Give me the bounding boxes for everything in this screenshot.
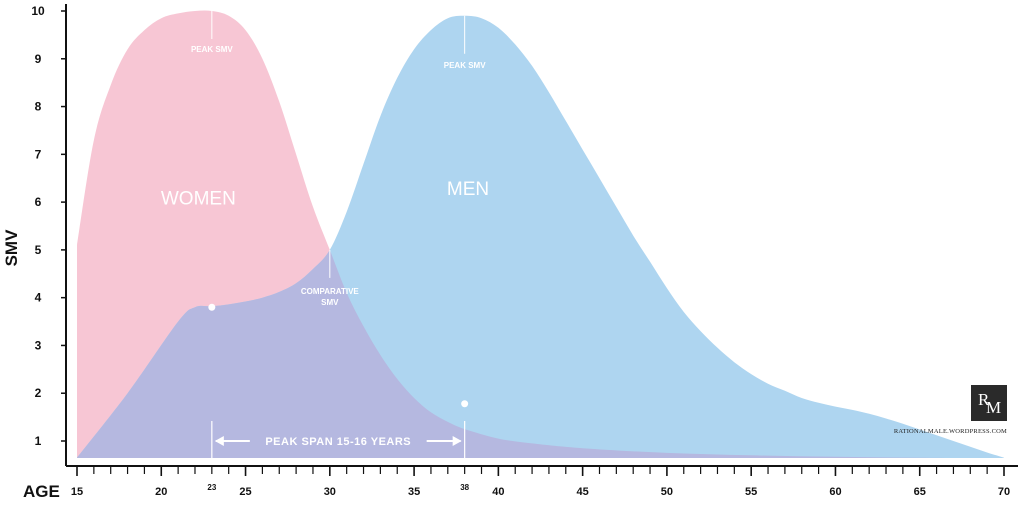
x-tick-label: 50 [661,486,673,498]
y-tick-label: 4 [35,291,42,305]
logo-monogram-r: R [978,390,990,409]
chart-labels: SMV AGE WOMEN MEN PEAK SMV PEAK SMV COMP… [2,45,489,501]
peak-span-label: PEAK SPAN 15-16 YEARS [265,436,411,448]
comparative-smv-label-line1: COMPARATIVE [301,287,360,296]
y-tick-label: 7 [35,147,42,161]
x-tick-label: 30 [324,486,336,498]
x-tick-label: 65 [914,486,926,498]
logo: R M [971,385,1007,421]
x-tick-label: 55 [745,486,757,498]
x-tick-label: 70 [998,486,1010,498]
y-tick-label: 1 [35,434,42,448]
y-tick-label: 2 [35,386,42,400]
x-tick-label: 35 [408,486,420,498]
x-tick-label: 20 [155,486,167,498]
y-tick-label: 5 [35,243,42,257]
y-tick-label: 10 [31,4,45,18]
chart-overlay [208,11,469,461]
site-url: RATIONALMALE.WORDPRESS.COM [894,428,1007,435]
peak-smv-men-label: PEAK SMV [444,61,486,70]
x-tick-label-small: 23 [207,483,216,492]
logo-monogram-m: M [986,398,1001,417]
series-label-women: WOMEN [161,189,236,210]
y-tick-label: 6 [35,195,42,209]
x-tick-label: 45 [577,486,589,498]
span-left-arrow-head [214,436,224,446]
series-label-men: MEN [447,179,489,200]
x-tick-label: 60 [829,486,841,498]
y-tick-label: 9 [35,52,42,66]
y-tick-label: 8 [35,100,42,114]
span-right-arrow-head [452,436,462,446]
baseline-band [77,458,1008,464]
x-tick-label-small: 38 [460,483,469,492]
x-axis-title: AGE [23,482,60,501]
dot-women [208,303,216,311]
x-tick-label: 25 [239,486,251,498]
logo-box [971,385,1007,421]
x-tick-label: 15 [71,486,83,498]
y-tick-label: 3 [35,338,42,352]
x-tick-label: 40 [492,486,504,498]
chart-areas [77,10,1008,464]
dot-men [461,400,469,408]
overlap-area [77,15,1004,459]
comparative-smv-label-line2: SMV [321,298,339,307]
peak-smv-women-label: PEAK SMV [191,45,233,54]
y-axis-title: SMV [2,229,21,267]
